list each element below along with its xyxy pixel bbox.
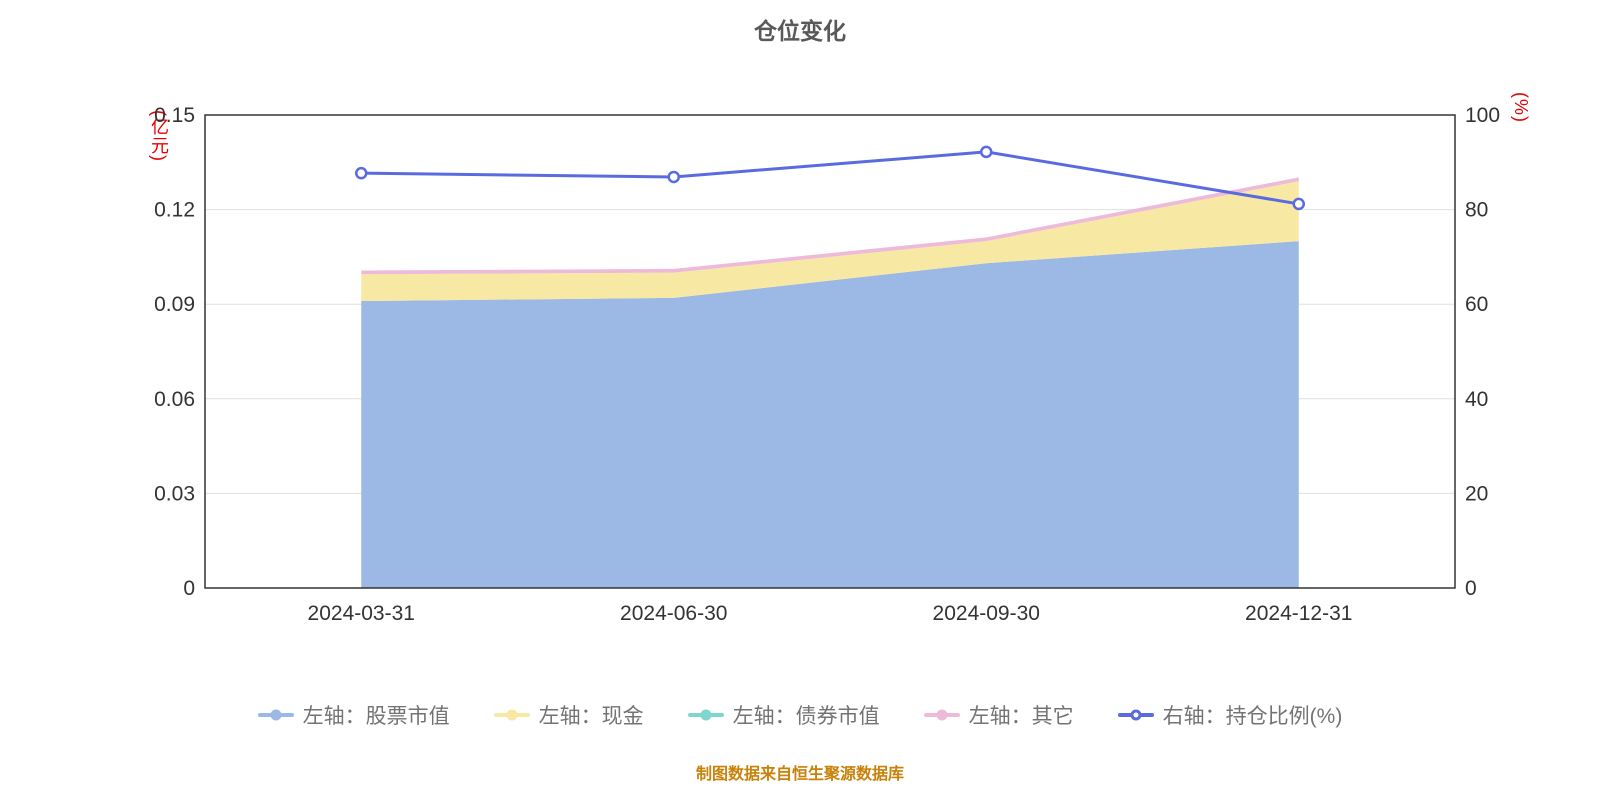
position-ratio-series-icon [1117,705,1154,725]
svg-text:0.09: 0.09 [154,293,195,316]
legend-label-stock-value: 左轴：股票市值 [302,705,450,728]
svg-text:60: 60 [1465,293,1488,316]
svg-text:0.15: 0.15 [154,104,195,127]
legend-label-position-ratio: 右轴：持仓比例(%) [1162,705,1343,728]
cash-series-icon [493,705,530,725]
legend-dot-mark [270,709,282,721]
legend: 左轴：股票市值 左轴：现金 左轴：债券市值 左轴：其它 右轴：持仓比例(%) [0,700,1600,730]
svg-text:2024-03-31: 2024-03-31 [308,602,415,625]
data-source-caption: 制图数据来自恒生聚源数据库 [695,766,904,783]
legend-dot-mark [700,709,712,721]
left-axis-unit-label: (亿元) [149,110,169,162]
bond-series-icon [687,705,724,725]
legend-dot-mark [506,709,518,721]
svg-text:0: 0 [183,577,195,600]
stock-series-icon [257,705,294,725]
right-axis-unit-label: (%) [1511,92,1531,123]
svg-text:0: 0 [1465,577,1477,600]
svg-text:2024-12-31: 2024-12-31 [1245,602,1352,625]
other-series-icon [923,705,960,725]
legend-dot-mark [936,709,948,721]
svg-text:100: 100 [1465,104,1500,127]
legend-label-cash: 左轴：现金 [538,705,644,728]
legend-label-bond-value: 左轴：债券市值 [732,705,880,728]
svg-text:0.06: 0.06 [154,388,195,411]
svg-text:80: 80 [1465,199,1488,222]
legend-item-position-ratio[interactable]: 右轴：持仓比例(%) [1117,700,1343,730]
legend-label-other: 左轴：其它 [968,705,1074,728]
svg-text:40: 40 [1465,388,1488,411]
legend-item-cash[interactable]: 左轴：现金 [493,700,644,730]
page-title: 仓位变化 [754,18,846,44]
legend-dot-mark [1130,709,1142,721]
legend-item-other[interactable]: 左轴：其它 [923,700,1074,730]
legend-item-stock-value[interactable]: 左轴：股票市值 [257,700,450,730]
legend-item-bond-value[interactable]: 左轴：债券市值 [687,700,880,730]
svg-text:2024-06-30: 2024-06-30 [620,602,727,625]
svg-text:2024-09-30: 2024-09-30 [933,602,1040,625]
svg-text:0.03: 0.03 [154,482,195,505]
svg-text:0.12: 0.12 [154,199,195,222]
svg-text:20: 20 [1465,482,1488,505]
